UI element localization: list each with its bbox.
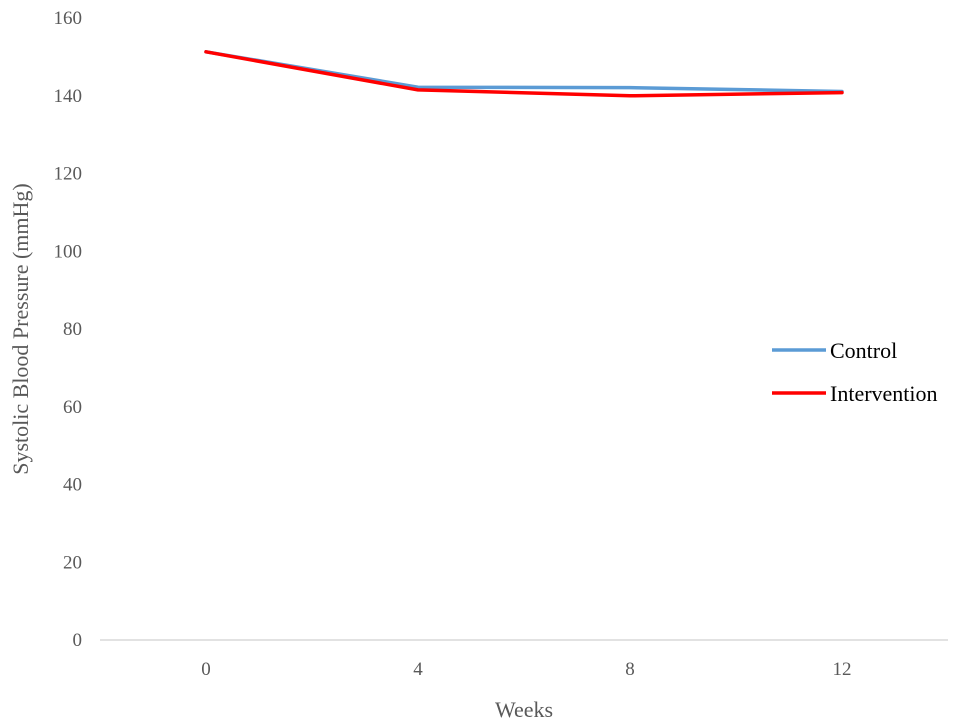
series-line-intervention bbox=[204, 50, 844, 98]
x-tick-label: 12 bbox=[833, 659, 852, 680]
x-tick-label: 4 bbox=[413, 659, 423, 680]
x-axis-ticks: 0 4 8 12 bbox=[201, 659, 851, 680]
y-axis-ticks: 0 20 40 60 80 100 120 140 160 bbox=[54, 8, 83, 651]
y-tick-label: 20 bbox=[63, 552, 82, 573]
legend-label-intervention: Intervention bbox=[830, 381, 938, 406]
y-axis-title: Systolic Blood Pressure (mmHg) bbox=[8, 183, 33, 475]
series-lines bbox=[204, 50, 844, 98]
y-tick-label: 40 bbox=[63, 475, 82, 496]
y-tick-label: 100 bbox=[54, 241, 83, 262]
y-tick-label: 60 bbox=[63, 397, 82, 418]
y-tick-label: 80 bbox=[63, 319, 82, 340]
y-tick-label: 140 bbox=[54, 86, 83, 107]
legend-label-control: Control bbox=[830, 338, 897, 363]
y-tick-label: 120 bbox=[54, 164, 83, 185]
series-line-control bbox=[204, 50, 844, 94]
y-tick-label: 160 bbox=[54, 8, 83, 29]
x-axis-title: Weeks bbox=[495, 697, 553, 722]
x-tick-label: 0 bbox=[201, 659, 211, 680]
legend: Control Intervention bbox=[772, 338, 938, 406]
x-tick-label: 8 bbox=[625, 659, 635, 680]
y-tick-label: 0 bbox=[73, 630, 83, 651]
